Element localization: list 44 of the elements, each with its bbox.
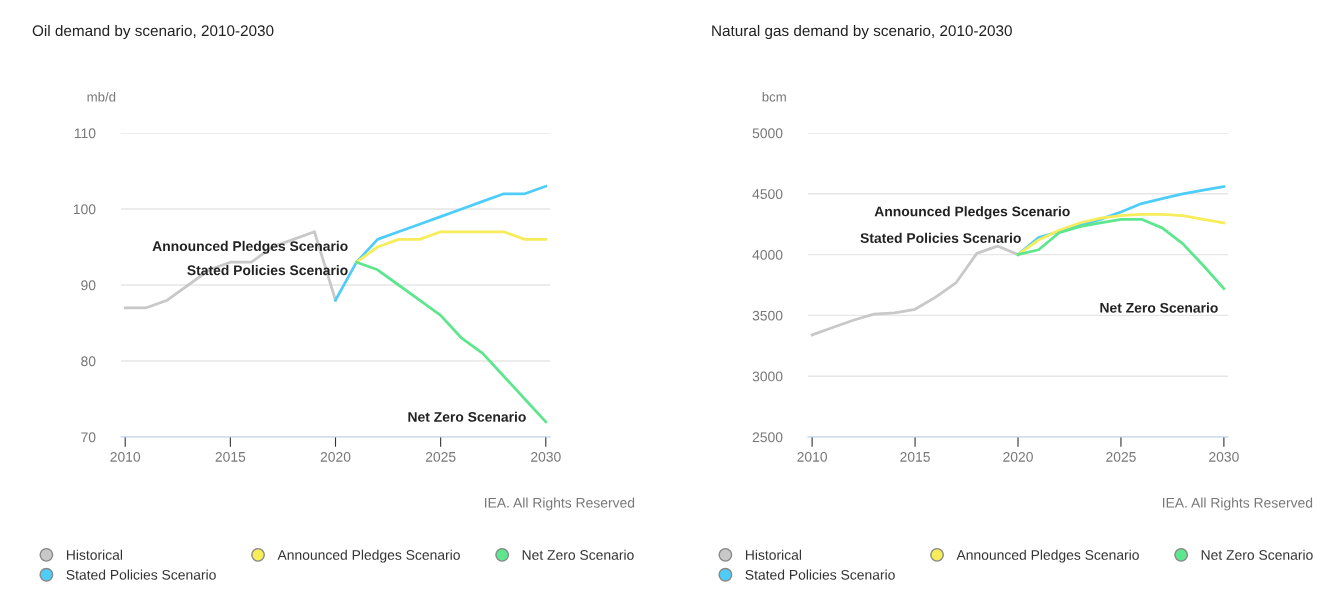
- x-tick-label: 2015: [900, 451, 930, 462]
- x-tick-label: 2025: [1106, 451, 1136, 462]
- y-tick-label: 3500: [752, 310, 783, 321]
- y-axis-title: mb/d: [87, 91, 116, 102]
- text: IEA. All Rights Reserved: [1162, 497, 1313, 511]
- y-tick-label: 100: [73, 204, 96, 215]
- chart-title: Oil demand by scenario, 2010-2030: [32, 24, 274, 40]
- legend-label: Announced Pledges Scenario: [277, 549, 460, 563]
- y-tick-label: 4000: [752, 249, 783, 260]
- legend-label: Historical: [66, 549, 123, 560]
- x-tick-label: 2030: [1209, 451, 1239, 462]
- x-tick-label: 2020: [320, 451, 351, 462]
- x-tick-label: 2020: [1003, 451, 1033, 462]
- y-tick-label: 80: [81, 356, 96, 367]
- y-tick-label: 3000: [752, 371, 783, 382]
- legend-label: Stated Policies Scenario: [745, 569, 895, 580]
- x-tick-label: 2030: [531, 451, 561, 462]
- legend-label: Stated Policies Scenario: [66, 569, 216, 580]
- x-tick-label: 2010: [110, 451, 141, 462]
- y-tick-label: 110: [74, 128, 96, 139]
- annotation: Announced Pledges Scenario: [874, 206, 1070, 220]
- line-series: [355, 230, 548, 264]
- annotation: Net Zero Scenario: [1100, 302, 1218, 313]
- y-tick-label: 5000: [752, 128, 783, 139]
- legend-label: Announced Pledges Scenario: [956, 549, 1139, 563]
- legend-label: Historical: [745, 549, 802, 560]
- text: IEA. All Rights Reserved: [484, 497, 635, 511]
- line-series: [355, 260, 548, 424]
- y-tick-label: 90: [81, 280, 96, 291]
- legend-label: Net Zero Scenario: [1201, 549, 1313, 560]
- annotation: Announced Pledges Scenario: [152, 240, 348, 254]
- y-tick-label: 2500: [752, 432, 783, 443]
- line-series: [810, 244, 1020, 337]
- y-tick-label: 4500: [752, 189, 783, 199]
- y-axis-title: bcm: [762, 91, 786, 102]
- annotation: Stated Policies Scenario: [860, 232, 1021, 243]
- legend-label: Net Zero Scenario: [522, 549, 634, 560]
- chart-title: Natural gas demand by scenario, 2010-2030: [712, 24, 1012, 40]
- x-tick-label: 2015: [215, 451, 246, 462]
- x-tick-label: 2025: [425, 451, 456, 462]
- x-tick-label: 2010: [797, 451, 828, 462]
- annotation: Net Zero Scenario: [408, 411, 526, 422]
- y-tick-label: 70: [81, 432, 96, 443]
- annotation: Stated Policies Scenario: [187, 264, 348, 276]
